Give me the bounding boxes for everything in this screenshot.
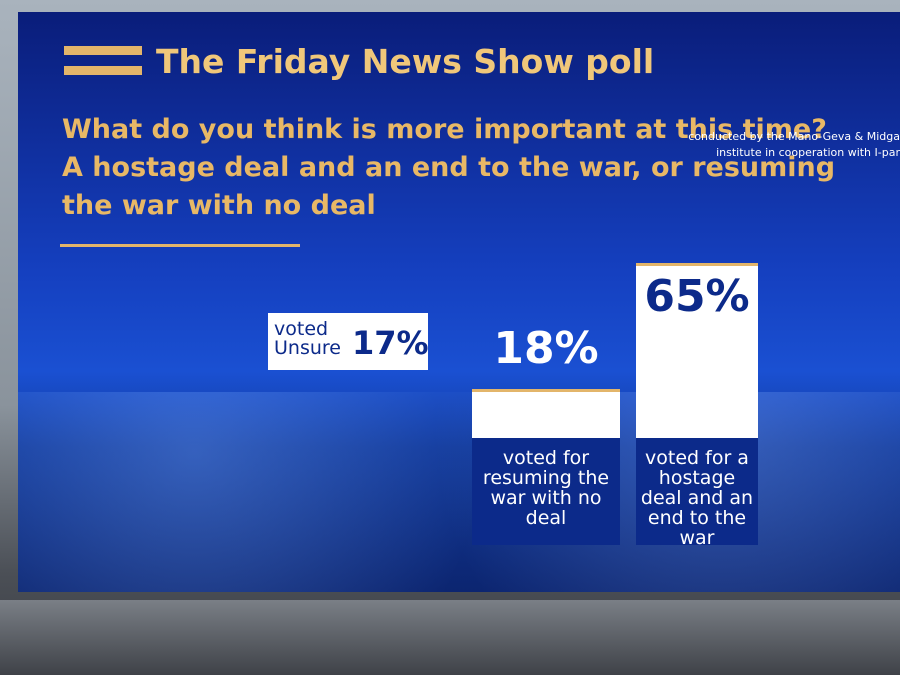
category-label: voted for a hostage deal and an end to t…	[636, 438, 758, 548]
question: A hostage deal and an end to the war, or…	[62, 152, 836, 183]
category-label: voted for resuming the war with no deal	[472, 438, 620, 545]
underline	[60, 244, 300, 247]
source: conducted by the Mano-Geva & Midga	[688, 130, 900, 143]
source: institute in cooperation with I-par	[716, 146, 900, 159]
logo	[64, 46, 142, 55]
value-label: 65%	[644, 270, 750, 322]
city-lights	[18, 392, 900, 592]
unsure-box	[268, 313, 428, 370]
value-label: 17%	[352, 324, 429, 362]
screen: The Friday News Show poll What do you th…	[18, 12, 900, 592]
logo	[64, 66, 142, 75]
chart-title: The Friday News Show poll	[156, 42, 655, 81]
floor	[0, 600, 900, 675]
bar	[472, 389, 620, 438]
bar	[636, 262, 758, 438]
question: the war with no deal	[62, 190, 376, 221]
question: What do you think is more important at t…	[62, 114, 827, 145]
value-label: 18%	[493, 323, 599, 375]
category-label: voted Unsure	[274, 318, 341, 359]
